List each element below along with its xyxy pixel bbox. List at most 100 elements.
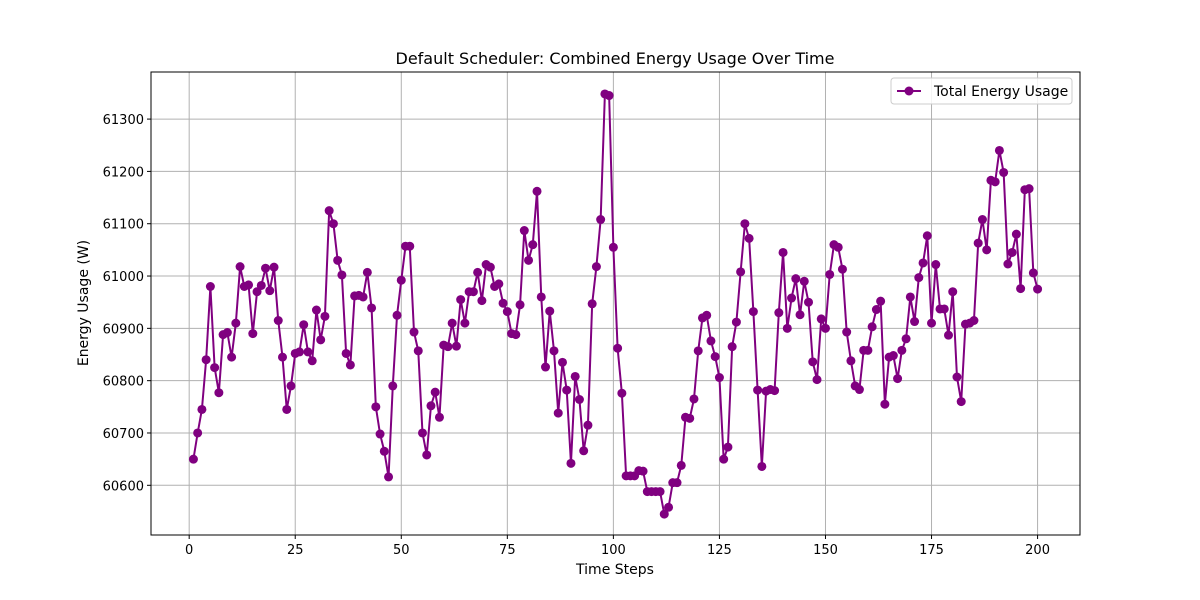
data-point <box>273 316 283 325</box>
data-point <box>808 357 818 367</box>
data-point <box>477 296 487 306</box>
data-point <box>528 240 538 250</box>
data-point <box>799 276 809 286</box>
data-point <box>532 186 542 196</box>
data-point <box>820 323 830 333</box>
data-point <box>1003 259 1013 269</box>
data-point <box>638 466 648 476</box>
data-point <box>358 292 368 302</box>
data-point <box>944 330 953 340</box>
data-point <box>655 487 665 497</box>
data-point <box>604 91 614 101</box>
data-point <box>664 502 674 512</box>
data-point <box>833 242 843 252</box>
data-point <box>205 282 215 291</box>
data-point <box>977 215 987 225</box>
chart-title: Default Scheduler: Combined Energy Usage… <box>396 49 835 68</box>
data-point <box>871 305 881 315</box>
data-point <box>837 264 847 274</box>
data-point <box>201 355 211 365</box>
data-point <box>999 167 1009 177</box>
data-point <box>676 460 686 470</box>
data-point <box>248 329 258 339</box>
data-point <box>1033 284 1043 294</box>
data-point <box>846 356 856 366</box>
data-point <box>193 428 203 438</box>
data-point <box>714 373 724 383</box>
data-point <box>536 292 546 302</box>
y-tick-label: 61200 <box>103 165 144 180</box>
data-point <box>736 267 746 277</box>
data-point <box>519 226 529 236</box>
data-point <box>782 323 792 333</box>
data-point <box>787 293 797 303</box>
y-axis-label: Energy Usage (W) <box>76 240 92 366</box>
data-point <box>842 327 852 337</box>
x-tick-label: 125 <box>707 543 732 558</box>
data-point <box>753 385 763 395</box>
data-point <box>307 356 317 366</box>
data-point <box>541 362 551 372</box>
data-point <box>328 219 338 229</box>
x-tick-label: 50 <box>393 543 410 558</box>
data-point <box>778 247 788 257</box>
y-tick-label: 60600 <box>103 479 144 494</box>
data-point <box>774 308 784 318</box>
data-point <box>333 255 343 265</box>
data-point <box>948 287 958 297</box>
data-point <box>685 413 695 423</box>
data-point <box>434 412 444 422</box>
data-point <box>473 267 483 277</box>
x-tick-label: 175 <box>919 543 944 558</box>
data-point <box>918 258 928 268</box>
data-point <box>825 269 835 279</box>
y-tick-label: 61300 <box>103 113 144 128</box>
data-point <box>341 348 351 358</box>
data-point <box>613 343 623 353</box>
data-point <box>744 233 754 243</box>
legend-label: Total Energy Usage <box>933 84 1068 100</box>
data-point <box>816 314 826 324</box>
data-point <box>379 446 389 456</box>
data-point <box>672 478 682 488</box>
data-point <box>579 446 589 456</box>
data-point <box>939 304 949 314</box>
data-point <box>804 297 814 307</box>
data-point <box>931 260 941 270</box>
data-point <box>375 429 385 439</box>
data-point <box>719 454 729 464</box>
data-point <box>294 347 304 357</box>
data-point <box>596 215 606 225</box>
y-tick-label: 61000 <box>103 270 144 285</box>
data-point <box>854 385 864 395</box>
data-point <box>388 381 398 391</box>
data-point <box>905 292 915 302</box>
data-point <box>417 428 427 438</box>
data-point <box>748 307 758 317</box>
data-point <box>914 273 924 283</box>
data-point <box>723 442 733 452</box>
data-point <box>770 386 780 396</box>
data-point <box>337 270 347 280</box>
data-point <box>545 306 555 316</box>
data-point <box>893 374 903 384</box>
data-point <box>396 275 406 285</box>
data-point <box>757 461 767 471</box>
data-point <box>451 341 461 351</box>
x-tick-label: 0 <box>185 543 193 558</box>
data-point <box>617 388 627 398</box>
x-tick-label: 150 <box>813 543 838 558</box>
data-point <box>227 352 237 362</box>
data-point <box>922 231 932 241</box>
data-point <box>188 454 198 464</box>
data-point <box>494 279 504 289</box>
legend-marker-swatch <box>904 86 914 96</box>
data-point <box>286 381 296 391</box>
data-point <box>511 330 521 340</box>
data-point <box>897 345 907 355</box>
data-point <box>659 509 669 519</box>
data-series <box>188 89 1043 519</box>
data-point <box>706 336 716 346</box>
data-point <box>693 346 703 356</box>
